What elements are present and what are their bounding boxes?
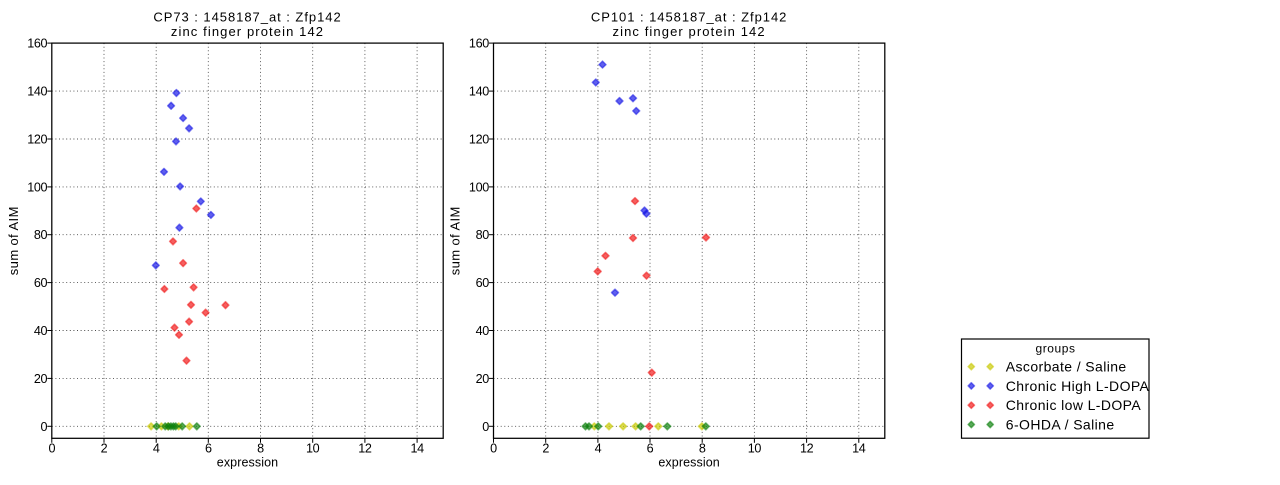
svg-text:4: 4 [595, 441, 602, 455]
svg-text:sum of AIM: sum of AIM [6, 206, 21, 275]
svg-text:0: 0 [48, 441, 55, 455]
svg-text:14: 14 [852, 441, 866, 455]
svg-text:140: 140 [27, 85, 47, 99]
svg-text:groups: groups [1036, 342, 1076, 356]
svg-text:CP101 : 1458187_at : Zfp142: CP101 : 1458187_at : Zfp142 [591, 10, 788, 25]
svg-text:Chronic low L-DOPA: Chronic low L-DOPA [1006, 397, 1142, 413]
svg-text:40: 40 [34, 324, 48, 338]
svg-text:6: 6 [205, 441, 212, 455]
svg-text:120: 120 [469, 133, 489, 147]
svg-text:sum of AIM: sum of AIM [448, 206, 463, 275]
svg-text:80: 80 [476, 228, 490, 242]
svg-text:zinc finger protein 142: zinc finger protein 142 [171, 24, 324, 39]
svg-text:20: 20 [476, 372, 490, 386]
svg-text:80: 80 [34, 228, 48, 242]
svg-text:expression: expression [217, 456, 278, 470]
svg-text:Chronic High L-DOPA: Chronic High L-DOPA [1006, 378, 1150, 394]
svg-text:160: 160 [469, 37, 489, 51]
svg-text:0: 0 [41, 420, 48, 434]
svg-text:40: 40 [476, 324, 490, 338]
svg-text:6: 6 [647, 441, 654, 455]
svg-text:160: 160 [27, 37, 47, 51]
svg-text:2: 2 [542, 441, 549, 455]
svg-text:10: 10 [748, 441, 762, 455]
svg-text:60: 60 [34, 276, 48, 290]
svg-text:0: 0 [482, 420, 489, 434]
svg-text:0: 0 [490, 441, 497, 455]
svg-text:14: 14 [410, 441, 424, 455]
svg-text:12: 12 [800, 441, 814, 455]
svg-text:zinc finger protein 142: zinc finger protein 142 [612, 24, 765, 39]
svg-text:140: 140 [469, 85, 489, 99]
svg-text:20: 20 [34, 372, 48, 386]
svg-text:100: 100 [27, 180, 47, 194]
svg-text:120: 120 [27, 133, 47, 147]
svg-text:8: 8 [257, 441, 264, 455]
svg-text:10: 10 [306, 441, 320, 455]
svg-text:12: 12 [358, 441, 372, 455]
svg-text:Ascorbate / Saline: Ascorbate / Saline [1006, 359, 1127, 375]
svg-text:100: 100 [469, 180, 489, 194]
svg-text:2: 2 [101, 441, 108, 455]
svg-text:4: 4 [153, 441, 160, 455]
svg-text:6-OHDA / Saline: 6-OHDA / Saline [1006, 416, 1115, 432]
svg-text:expression: expression [658, 456, 719, 470]
svg-text:CP73 : 1458187_at : Zfp142: CP73 : 1458187_at : Zfp142 [153, 10, 341, 25]
svg-text:60: 60 [476, 276, 490, 290]
svg-text:8: 8 [699, 441, 706, 455]
